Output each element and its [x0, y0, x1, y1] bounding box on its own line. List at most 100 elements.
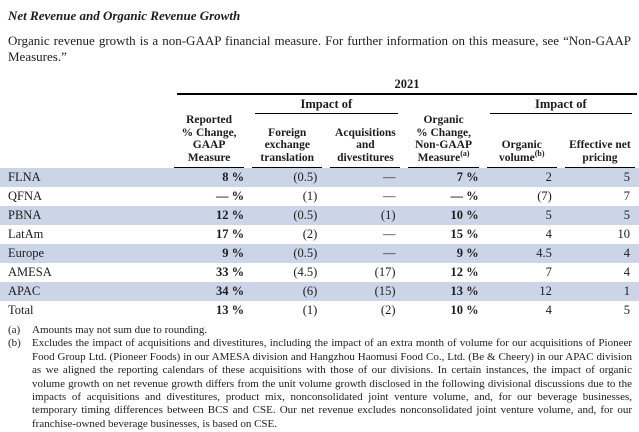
cell-value: 2 [545, 170, 552, 184]
footnote-b: (b) Excludes the impact of acquisitions … [8, 337, 632, 431]
column-header-spacer [0, 114, 170, 168]
footnote-ref: (b) [534, 148, 545, 158]
column-header-label: Effective net pricing [569, 139, 631, 164]
cell-value: 5 [623, 208, 630, 222]
row-label: LatAm [8, 227, 44, 241]
cell-value: (0.5) [293, 246, 318, 260]
cell-value: (7) [537, 189, 552, 203]
footnote-text: Excludes the impact of acquisitions and … [32, 337, 632, 430]
cell-value: 4.5 [536, 246, 552, 260]
cell-value: 7 [623, 189, 630, 203]
table-row: LatAm 17 % (2) — 15 % 4 10 [0, 225, 639, 244]
year-header: 2021 [177, 77, 637, 95]
table-row: QFNA — % (1) — — % (7) 7 [0, 187, 639, 206]
cell-value: (0.5) [293, 170, 318, 184]
cell-value: (1) [302, 189, 318, 203]
cell-value: 5 [545, 208, 552, 222]
cell-value: 12 % [216, 208, 245, 222]
row-label: Total [8, 303, 34, 317]
cell-value: — [382, 189, 396, 203]
cell-value: — % [450, 189, 479, 203]
cell-value: (4.5) [293, 265, 318, 279]
impact-row-spacer [170, 96, 248, 114]
impact-of-left-header: Impact of [255, 96, 398, 114]
table-body: FLNA 8 % (0.5) — 7 % 2 5 QFNA — % (1) — … [0, 168, 639, 320]
intro-paragraph: Organic revenue growth is a non-GAAP fin… [8, 33, 631, 64]
footnote-marker: (b) [8, 337, 21, 350]
column-header-label: Reported % Change, GAAP Measure [181, 114, 237, 164]
cell-value: 5 [623, 170, 630, 184]
cell-value: 9 % [456, 246, 479, 260]
page-title: Net Revenue and Organic Revenue Growth [8, 8, 241, 23]
cell-value: — [382, 227, 396, 241]
column-header-label: Foreign exchange translation [260, 126, 315, 164]
cell-value: 4 [623, 265, 630, 279]
column-header-label: Acquisitions and divestitures [335, 126, 396, 164]
cell-value: 8 % [222, 170, 245, 184]
cell-value: (6) [302, 284, 318, 298]
column-header-organic-volume: Organic volume(b) [486, 114, 557, 168]
cell-value: 4 [545, 227, 552, 241]
cell-value: 12 [539, 284, 552, 298]
cell-value: 7 [545, 265, 552, 279]
cell-value: (15) [374, 284, 396, 298]
cell-value: 1 [623, 284, 630, 298]
cell-value: — [382, 246, 396, 260]
cell-value: 17 % [216, 227, 245, 241]
footnotes: (a) Amounts may not sum due to rounding.… [8, 324, 632, 431]
column-header-label: Organic volume [498, 139, 542, 164]
cell-value: 13 % [450, 284, 479, 298]
row-label: AMESA [8, 265, 52, 279]
cell-value: 7 % [456, 170, 479, 184]
table-row: Europe 9 % (0.5) — 9 % 4.5 4 [0, 244, 639, 263]
cell-value: 5 [623, 303, 630, 317]
cell-value: (17) [374, 265, 396, 279]
footnote-a: (a) Amounts may not sum due to rounding. [8, 324, 632, 337]
footnote-text: Amounts may not sum due to rounding. [32, 324, 208, 336]
document-page: Net Revenue and Organic Revenue Growth O… [0, 8, 639, 431]
row-label: APAC [8, 284, 41, 298]
cell-value: 33 % [216, 265, 245, 279]
cell-value: 10 % [450, 303, 479, 317]
column-header-label: Organic % Change, Non-GAAP Measure [415, 114, 472, 164]
footnote-marker: (a) [8, 324, 21, 336]
column-header-row: Reported % Change, GAAP Measure Foreign … [0, 114, 639, 168]
cell-value: — % [216, 189, 245, 203]
cell-value: (2) [380, 303, 396, 317]
year-header-row: 2021 [0, 77, 639, 95]
impact-row-spacer [405, 96, 483, 114]
row-label: PBNA [8, 208, 42, 222]
cell-value: 10 [617, 227, 630, 241]
impact-group-row: Impact of Impact of [0, 96, 639, 114]
table-row: PBNA 12 % (0.5) (1) 10 % 5 5 [0, 206, 639, 225]
impact-row-spacer [0, 96, 170, 114]
cell-value: 10 % [450, 208, 479, 222]
table-row: Total 13 % (1) (2) 10 % 4 5 [0, 301, 639, 320]
cell-value: (1) [302, 303, 318, 317]
cell-value: 13 % [216, 303, 245, 317]
cell-value: (1) [380, 208, 396, 222]
column-header-acquisitions-divestitures: Acquisitions and divestitures [330, 114, 401, 168]
row-label: QFNA [8, 189, 43, 203]
cell-value: (0.5) [293, 208, 318, 222]
revenue-growth-table: 2021 Impact of Impact of Reported % Chan… [0, 77, 639, 320]
year-row-spacer [0, 77, 170, 95]
cell-value: 4 [623, 246, 630, 260]
footnote-ref: (a) [460, 148, 470, 158]
table-row: APAC 34 % (6) (15) 13 % 12 1 [0, 282, 639, 301]
cell-value: 9 % [222, 246, 245, 260]
table-row: FLNA 8 % (0.5) — 7 % 2 5 [0, 168, 639, 187]
cell-value: 34 % [216, 284, 245, 298]
column-header-effective-net-pricing: Effective net pricing [564, 114, 635, 168]
column-header-foreign-exchange: Foreign exchange translation [252, 114, 323, 168]
cell-value: 4 [545, 303, 552, 317]
row-label: Europe [8, 246, 45, 260]
row-label: FLNA [8, 170, 41, 184]
table-row: AMESA 33 % (4.5) (17) 12 % 7 4 [0, 263, 639, 282]
cell-value: 12 % [450, 265, 479, 279]
column-header-organic-non-gaap: Organic % Change, Non-GAAP Measure(a) [408, 114, 479, 168]
cell-value: (2) [302, 227, 318, 241]
impact-of-right-header: Impact of [489, 96, 632, 114]
cell-value: — [382, 170, 396, 184]
cell-value: 15 % [450, 227, 479, 241]
